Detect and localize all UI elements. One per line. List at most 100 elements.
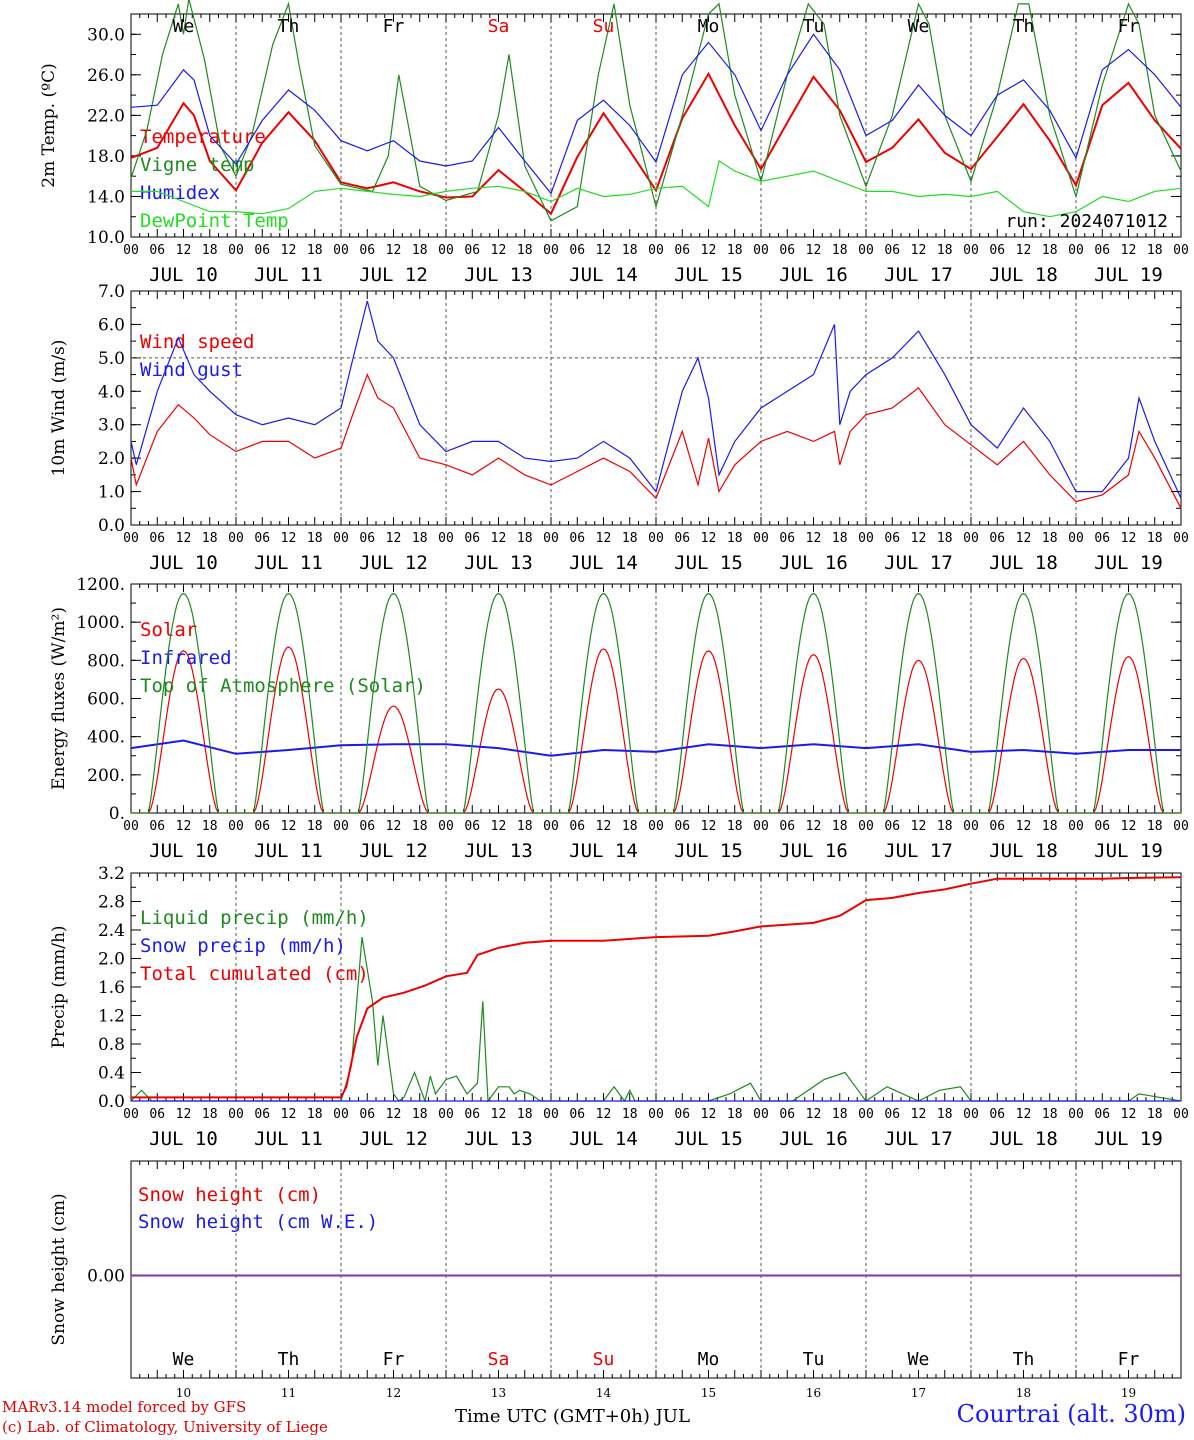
hour-tick-label: 00 bbox=[1068, 243, 1084, 258]
legend-entry: Liquid precip (mm/h) bbox=[140, 907, 369, 929]
hour-tick-label: 06 bbox=[464, 531, 480, 546]
series-line-humidex bbox=[130, 33, 1182, 195]
hour-tick-label: 06 bbox=[674, 819, 690, 834]
hour-tick-label: 00 bbox=[858, 243, 874, 258]
y-axis-label: 10m Wind (m/s) bbox=[49, 340, 69, 477]
date-label: JUL 14 bbox=[569, 552, 638, 574]
weekday-label: Tu bbox=[803, 1349, 825, 1370]
date-label: JUL 13 bbox=[464, 840, 533, 862]
day-number-label: 10 bbox=[176, 1386, 191, 1400]
hour-tick-label: 12 bbox=[806, 243, 822, 258]
hour-tick-label: 18 bbox=[202, 819, 218, 834]
hour-tick-label: 06 bbox=[989, 1107, 1005, 1122]
day-number-label: 14 bbox=[596, 1386, 612, 1400]
series-line-dewpoint-temp bbox=[131, 160, 1182, 218]
hour-tick-label: 18 bbox=[412, 243, 428, 258]
hour-tick-label: 12 bbox=[596, 819, 612, 834]
legend-entry: Snow precip (mm/h) bbox=[140, 935, 346, 957]
series-line-wind-gust bbox=[130, 300, 1182, 499]
hour-tick-label: 12 bbox=[911, 819, 927, 834]
hour-tick-label: 12 bbox=[491, 531, 507, 546]
hour-tick-label: 18 bbox=[727, 531, 743, 546]
date-label: JUL 19 bbox=[1094, 1128, 1163, 1150]
weekday-label: Mo bbox=[698, 1349, 720, 1370]
hour-tick-label: 06 bbox=[359, 819, 375, 834]
y-tick-label: 5.0 bbox=[98, 349, 125, 369]
hour-tick-label: 06 bbox=[254, 1107, 270, 1122]
day-number-label: 11 bbox=[281, 1386, 296, 1400]
hour-tick-label: 18 bbox=[937, 819, 953, 834]
date-label: JUL 10 bbox=[149, 840, 218, 862]
series-line-total-cumulated-cm- bbox=[131, 876, 1182, 1099]
hour-tick-label: 00 bbox=[648, 531, 664, 546]
hour-tick-label: 18 bbox=[937, 531, 953, 546]
hour-tick-label: 12 bbox=[596, 243, 612, 258]
hour-tick-label: 00 bbox=[648, 819, 664, 834]
date-label: JUL 17 bbox=[884, 552, 953, 574]
weekday-label: Fr bbox=[1118, 1349, 1140, 1370]
date-label: JUL 14 bbox=[569, 1128, 638, 1150]
date-label: JUL 17 bbox=[884, 1128, 953, 1150]
date-label: JUL 11 bbox=[254, 840, 323, 862]
weekday-label: We bbox=[173, 16, 195, 37]
legend-entry: Total cumulated (cm) bbox=[140, 963, 369, 985]
hour-tick-label: 18 bbox=[832, 1107, 848, 1122]
date-label: JUL 17 bbox=[884, 840, 953, 862]
hour-tick-label: 06 bbox=[1094, 819, 1110, 834]
hour-tick-label: 18 bbox=[1147, 243, 1163, 258]
hour-tick-label: 18 bbox=[1042, 819, 1058, 834]
y-axis-label: Precip (mm/h) bbox=[49, 925, 69, 1048]
date-label: JUL 16 bbox=[779, 552, 848, 574]
y-tick-label: 30.0 bbox=[87, 25, 125, 45]
hour-tick-label: 00 bbox=[543, 531, 559, 546]
lab-credit: (c) Lab. of Climatology, University of L… bbox=[2, 1418, 328, 1436]
hour-tick-label: 06 bbox=[674, 1107, 690, 1122]
day-number-label: 18 bbox=[1016, 1386, 1031, 1400]
hour-tick-label: 00 bbox=[228, 531, 244, 546]
hour-tick-label: 06 bbox=[884, 1107, 900, 1122]
day-number-label: 19 bbox=[1121, 1386, 1136, 1400]
hour-tick-label: 06 bbox=[254, 819, 270, 834]
hour-tick-label: 18 bbox=[727, 243, 743, 258]
hour-tick-label: 00 bbox=[333, 819, 349, 834]
weekday-label: We bbox=[173, 1349, 195, 1370]
hour-tick-label: 12 bbox=[1121, 1107, 1137, 1122]
hour-tick-label: 18 bbox=[307, 819, 323, 834]
hour-tick-label: 06 bbox=[779, 819, 795, 834]
hour-tick-label: 06 bbox=[359, 531, 375, 546]
date-label: JUL 19 bbox=[1094, 264, 1163, 286]
hour-tick-label: 18 bbox=[307, 243, 323, 258]
date-label: JUL 15 bbox=[674, 840, 743, 862]
legend-entry: Snow height (cm W.E.) bbox=[138, 1211, 378, 1233]
hour-tick-label: 12 bbox=[491, 1107, 507, 1122]
date-label: JUL 17 bbox=[884, 264, 953, 286]
hour-tick-label: 18 bbox=[412, 1107, 428, 1122]
y-tick-label: 0. bbox=[109, 804, 125, 824]
hour-tick-label: 18 bbox=[1147, 1107, 1163, 1122]
hour-tick-label: 12 bbox=[1016, 243, 1032, 258]
series-line-liquid-precip-mm-h- bbox=[130, 937, 1182, 1104]
hour-tick-label: 18 bbox=[202, 1107, 218, 1122]
hour-tick-label: 12 bbox=[1121, 819, 1137, 834]
hour-tick-label: 00 bbox=[228, 1107, 244, 1122]
hour-tick-label: 06 bbox=[569, 1107, 585, 1122]
hour-tick-label: 06 bbox=[569, 531, 585, 546]
legend-entry: Humidex bbox=[140, 182, 220, 204]
hour-tick-label: 00 bbox=[1173, 531, 1189, 546]
hour-tick-label: 12 bbox=[701, 531, 717, 546]
hour-tick-label: 12 bbox=[386, 1107, 402, 1122]
hour-tick-label: 00 bbox=[333, 243, 349, 258]
hour-tick-label: 12 bbox=[1121, 531, 1137, 546]
hour-tick-label: 18 bbox=[832, 531, 848, 546]
hour-tick-label: 18 bbox=[1147, 531, 1163, 546]
hour-tick-label: 00 bbox=[753, 819, 769, 834]
hour-tick-label: 00 bbox=[123, 819, 139, 834]
hour-tick-label: 18 bbox=[1042, 531, 1058, 546]
hour-tick-label: 06 bbox=[149, 531, 165, 546]
hour-tick-label: 18 bbox=[412, 531, 428, 546]
hour-tick-label: 12 bbox=[806, 1107, 822, 1122]
date-label: JUL 11 bbox=[254, 1128, 323, 1150]
hour-tick-label: 18 bbox=[937, 243, 953, 258]
hour-tick-label: 12 bbox=[701, 243, 717, 258]
